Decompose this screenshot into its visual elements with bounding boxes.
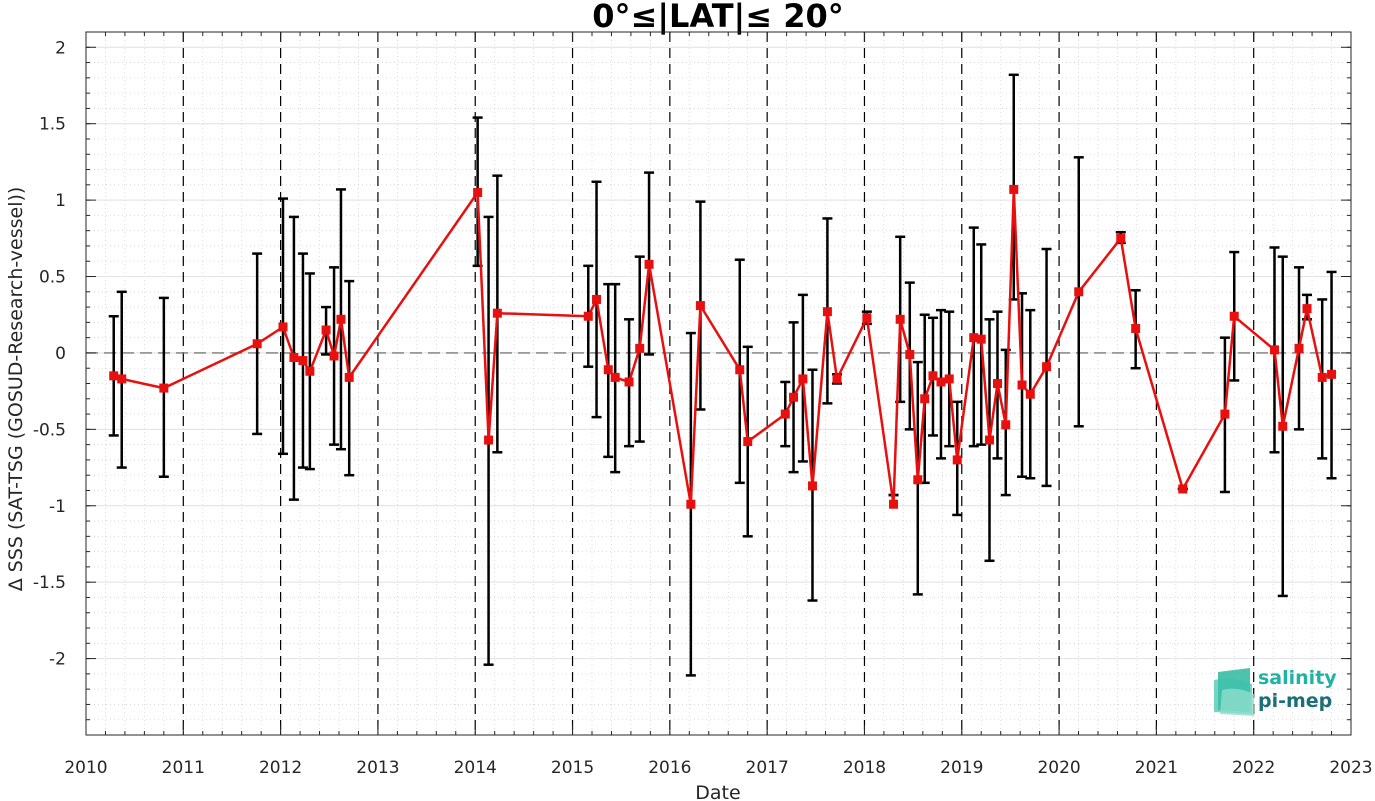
data-point <box>984 435 994 445</box>
data-point <box>644 259 654 269</box>
data-point <box>278 322 288 332</box>
x-tick-label: 2018 <box>843 758 886 778</box>
data-point <box>1278 421 1288 431</box>
data-point <box>109 371 119 381</box>
data-point <box>969 333 979 343</box>
data-point <box>905 349 915 359</box>
y-axis-label: Δ SSS (SAT-TSG (GOSUD-Research-vessel)) <box>5 187 27 592</box>
data-point <box>976 334 986 344</box>
x-tick-label: 2012 <box>259 758 302 778</box>
data-point <box>780 409 790 419</box>
x-tick-label: 2021 <box>1135 758 1178 778</box>
data-point <box>807 481 817 491</box>
logo-text-pi-mep: pi-mep <box>1258 690 1332 712</box>
data-point <box>336 314 346 324</box>
data-point <box>603 365 613 375</box>
x-tick-label: 2019 <box>940 758 983 778</box>
data-series <box>108 73 1337 677</box>
data-point <box>695 301 705 311</box>
wave-logo-icon <box>1214 668 1254 716</box>
y-tick-label: 0 <box>55 344 66 364</box>
data-point <box>635 343 645 353</box>
data-point <box>920 394 930 404</box>
data-point <box>913 475 923 485</box>
data-point <box>992 379 1002 388</box>
data-point <box>1229 311 1239 321</box>
data-point <box>936 377 946 387</box>
data-point <box>789 392 799 402</box>
y-tick-label: 2 <box>55 38 66 58</box>
y-tick-label: -1 <box>49 497 66 517</box>
x-tick-label: 2020 <box>1037 758 1080 778</box>
data-point <box>321 325 331 335</box>
x-tick-label: 2023 <box>1329 758 1372 778</box>
data-point <box>1178 484 1188 494</box>
data-point <box>329 351 339 361</box>
data-point <box>1302 304 1312 314</box>
data-point <box>1317 372 1327 382</box>
data-point <box>1116 233 1126 243</box>
data-point <box>1009 184 1019 194</box>
logo-text-salinity: salinity <box>1258 667 1337 689</box>
x-tick-label: 2016 <box>648 758 691 778</box>
x-tick-label: 2015 <box>551 758 594 778</box>
data-point <box>889 499 899 509</box>
series-line <box>113 188 1332 506</box>
x-tick-label: 2011 <box>162 758 205 778</box>
data-point <box>862 313 872 323</box>
axes: 2010 2011 2012 2013 2014 2015 2016 2017 2018 2019… <box>33 31 1373 778</box>
data-point <box>928 371 938 381</box>
salinity-pi-mep-logo: salinity pi-mep <box>1214 667 1337 716</box>
data-point <box>305 366 315 376</box>
x-axis-label: Date <box>695 782 740 801</box>
data-point <box>1131 323 1141 333</box>
data-point <box>743 437 753 447</box>
y-tick-label: -0.5 <box>33 420 66 440</box>
y-tick-label: -2 <box>49 650 66 670</box>
data-point <box>952 455 962 465</box>
y-tick-label: 0.5 <box>39 268 66 288</box>
data-point <box>1017 380 1027 390</box>
data-point <box>1294 343 1304 353</box>
data-point <box>344 372 354 382</box>
data-point <box>484 435 494 445</box>
x-tick-label: 2014 <box>454 758 497 778</box>
data-point <box>686 499 696 509</box>
data-point <box>895 314 905 324</box>
y-tick-label: -1.5 <box>33 573 66 593</box>
data-point <box>289 353 299 363</box>
data-point <box>583 311 593 321</box>
data-point <box>1269 345 1279 355</box>
x-tick-label: 2022 <box>1232 758 1275 778</box>
data-point <box>1220 409 1230 419</box>
data-point <box>1025 389 1035 399</box>
x-tick-label: 2017 <box>746 758 789 778</box>
data-point <box>492 308 502 318</box>
data-point <box>117 374 127 384</box>
data-point <box>798 374 808 384</box>
data-point <box>1042 362 1052 372</box>
data-point <box>252 339 262 349</box>
data-point <box>944 374 954 384</box>
grid <box>85 31 1352 736</box>
data-point <box>473 187 483 197</box>
data-point <box>592 294 602 304</box>
chart-title: 0°≤|LAT|≤ 20° <box>592 0 843 36</box>
data-point <box>298 356 308 366</box>
x-tick-label: 2013 <box>356 758 399 778</box>
data-point <box>735 365 745 375</box>
data-point <box>624 377 634 387</box>
data-point <box>610 372 620 382</box>
data-point <box>1001 420 1011 430</box>
data-point <box>832 374 842 384</box>
data-point <box>159 383 169 393</box>
y-tick-label: 1.5 <box>39 115 66 135</box>
data-point <box>1074 287 1084 297</box>
y-tick-label: 1 <box>55 191 66 211</box>
data-point <box>822 307 832 317</box>
x-tick-label: 2010 <box>64 758 107 778</box>
data-point <box>1327 369 1337 379</box>
